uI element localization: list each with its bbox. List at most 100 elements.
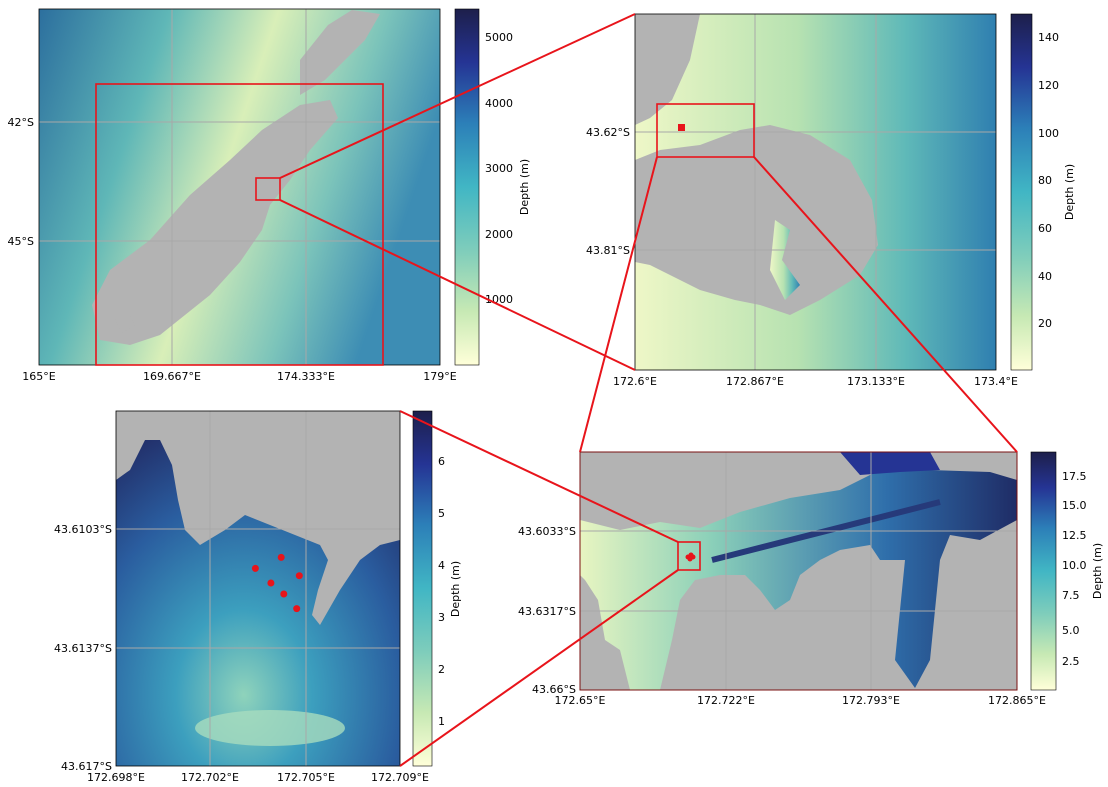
site-cb-tick: 1 bbox=[438, 715, 445, 728]
nz-region-box bbox=[95, 83, 384, 366]
banks-peninsula-land bbox=[635, 125, 878, 315]
harbour-cb-tick: 15.0 bbox=[1062, 499, 1087, 512]
banks-x-tick: 172.6°E bbox=[613, 375, 657, 388]
panel-banks: 172.6°E 172.867°E 173.133°E 173.4°E 43.6… bbox=[586, 13, 1076, 388]
sample-point bbox=[293, 605, 301, 613]
nz-colorbar-label: Depth (m) bbox=[518, 159, 531, 215]
site-y-tick: 43.617°S bbox=[61, 760, 112, 773]
site-colorbar-ramp bbox=[412, 410, 433, 767]
harbour-entrance-channel bbox=[840, 452, 940, 475]
connector-banks-harbour-left bbox=[579, 156, 658, 453]
zoom-connectors bbox=[279, 13, 1018, 767]
banks-x-axis: 172.6°E 172.867°E 173.133°E 173.4°E bbox=[613, 375, 1018, 388]
site-sample-points bbox=[251, 553, 303, 613]
nz-gridlines bbox=[39, 9, 440, 365]
site-cb-tick: 2 bbox=[438, 663, 445, 676]
site-y-tick: 43.6137°S bbox=[54, 642, 112, 655]
connector-harbour-site-top bbox=[399, 410, 679, 543]
nz-y-axis: 42°S 45°S bbox=[8, 116, 34, 248]
site-y-tick: 43.6103°S bbox=[54, 523, 112, 536]
site-colorbar-label: Depth (m) bbox=[449, 561, 462, 617]
banks-x-tick: 173.133°E bbox=[847, 375, 905, 388]
banks-colorbar-label: Depth (m) bbox=[1063, 164, 1076, 220]
site-x-tick: 172.702°E bbox=[181, 771, 239, 784]
nz-cb-tick: 5000 bbox=[485, 31, 513, 44]
connector-harbour-site-bottom bbox=[399, 569, 679, 767]
banks-cb-tick: 140 bbox=[1038, 31, 1059, 44]
connector-nz-banks-bottom bbox=[279, 199, 636, 371]
nz-cb-tick: 1000 bbox=[485, 293, 513, 306]
harbour-colorbar-label: Depth (m) bbox=[1091, 543, 1104, 599]
harbour-x-tick: 172.65°E bbox=[555, 694, 606, 707]
banks-y-tick: 43.62°S bbox=[586, 126, 630, 139]
site-frame bbox=[115, 410, 401, 767]
harbour-colorbar-ramp bbox=[1030, 451, 1057, 691]
south-island-land bbox=[92, 100, 338, 345]
harbour-cb-tick: 17.5 bbox=[1062, 470, 1087, 483]
harbour-colorbar: 17.5 15.0 12.5 10.0 7.5 5.0 2.5 Depth (m… bbox=[1030, 451, 1104, 691]
banks-y-axis: 43.62°S 43.81°S bbox=[586, 126, 630, 257]
sample-point bbox=[277, 553, 285, 561]
site-x-tick: 172.705°E bbox=[277, 771, 335, 784]
banks-colorbar: 140 120 100 80 60 40 20 Depth (m) bbox=[1010, 13, 1076, 371]
panel-site: 172.698°E 172.702°E 172.705°E 172.709°E … bbox=[54, 410, 462, 784]
sample-point bbox=[267, 579, 275, 587]
site-cb-tick: 4 bbox=[438, 559, 445, 572]
site-x-tick: 172.698°E bbox=[87, 771, 145, 784]
nz-y-tick: 42°S bbox=[8, 116, 34, 129]
site-colorbar: 6 5 4 3 2 1 Depth (m) bbox=[412, 410, 462, 767]
panel-harbour: 172.65°E 172.722°E 172.793°E 172.865°E 4… bbox=[518, 451, 1104, 707]
connector-banks-harbour-right bbox=[753, 156, 1018, 453]
harbour-cb-tick: 10.0 bbox=[1062, 559, 1087, 572]
north-island-land bbox=[300, 10, 380, 95]
harbour-x-axis: 172.65°E 172.722°E 172.793°E 172.865°E bbox=[555, 694, 1046, 707]
akaroa-harbour-water bbox=[770, 220, 800, 300]
banks-x-tick: 172.867°E bbox=[726, 375, 784, 388]
harbour-cb-tick: 2.5 bbox=[1062, 655, 1080, 668]
banks-harbour-box bbox=[656, 103, 755, 158]
banks-site-marker bbox=[678, 124, 685, 131]
nz-x-tick: 165°E bbox=[22, 370, 55, 383]
banks-colorbar-ramp bbox=[1010, 13, 1033, 371]
sample-point bbox=[295, 572, 303, 580]
site-cb-tick: 6 bbox=[438, 455, 445, 468]
harbour-water bbox=[580, 462, 1017, 690]
banks-y-tick: 43.81°S bbox=[586, 244, 630, 257]
nz-cb-tick: 4000 bbox=[485, 97, 513, 110]
banks-cb-tick: 100 bbox=[1038, 127, 1059, 140]
banks-cb-tick: 80 bbox=[1038, 174, 1052, 187]
sample-point bbox=[251, 564, 259, 572]
panel-nz: 165°E 169.667°E 174.333°E 179°E 42°S 45°… bbox=[8, 8, 531, 383]
nz-x-tick: 174.333°E bbox=[277, 370, 335, 383]
nz-x-axis: 165°E 169.667°E 174.333°E 179°E bbox=[22, 370, 456, 383]
harbour-x-tick: 172.722°E bbox=[697, 694, 755, 707]
harbour-y-axis: 43.6033°S 43.6317°S 43.66°S bbox=[518, 525, 576, 696]
harbour-frame bbox=[579, 451, 1018, 691]
nz-x-tick: 169.667°E bbox=[143, 370, 201, 383]
nz-colorbar-ramp bbox=[454, 8, 480, 366]
harbour-cb-tick: 7.5 bbox=[1062, 589, 1080, 602]
sample-point bbox=[280, 590, 288, 598]
connector-nz-banks-top bbox=[279, 13, 636, 179]
site-x-axis: 172.698°E 172.702°E 172.705°E 172.709°E bbox=[87, 771, 429, 784]
nz-y-tick: 45°S bbox=[8, 235, 34, 248]
harbour-cb-tick: 12.5 bbox=[1062, 529, 1087, 542]
harbour-y-tick: 43.6033°S bbox=[518, 525, 576, 538]
canterbury-coast-land bbox=[635, 14, 700, 125]
site-land bbox=[116, 411, 400, 625]
nz-cb-tick: 3000 bbox=[485, 162, 513, 175]
harbour-x-tick: 172.793°E bbox=[842, 694, 900, 707]
banks-gridlines bbox=[635, 14, 996, 370]
harbour-site-markers bbox=[685, 552, 696, 562]
harbour-y-tick: 43.66°S bbox=[532, 683, 576, 696]
nz-banks-box bbox=[255, 177, 281, 201]
nz-x-tick: 179°E bbox=[423, 370, 456, 383]
harbour-x-tick: 172.865°E bbox=[988, 694, 1046, 707]
harbour-site-box bbox=[677, 541, 701, 571]
site-x-tick: 172.709°E bbox=[371, 771, 429, 784]
banks-cb-tick: 40 bbox=[1038, 270, 1052, 283]
site-gridlines bbox=[116, 411, 400, 766]
banks-cb-tick: 60 bbox=[1038, 222, 1052, 235]
nz-colorbar: 5000 4000 3000 2000 1000 Depth (m) bbox=[454, 8, 531, 366]
